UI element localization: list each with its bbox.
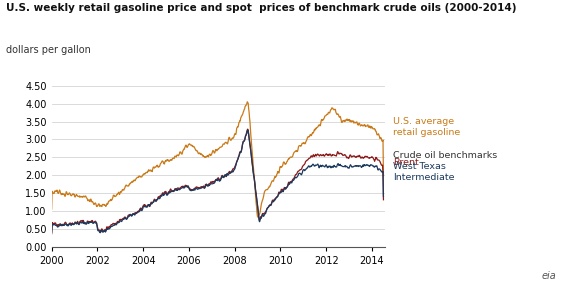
Text: dollars per gallon: dollars per gallon: [6, 45, 91, 55]
Text: Crude oil benchmarks: Crude oil benchmarks: [393, 151, 498, 160]
Text: Brent: Brent: [393, 158, 419, 167]
Text: eia: eia: [542, 271, 557, 281]
Text: West Texas
Intermediate: West Texas Intermediate: [393, 162, 455, 182]
Text: U.S. average
retail gasoline: U.S. average retail gasoline: [393, 117, 460, 137]
Text: U.S. weekly retail gasoline price and spot  prices of benchmark crude oils (2000: U.S. weekly retail gasoline price and sp…: [6, 3, 516, 13]
